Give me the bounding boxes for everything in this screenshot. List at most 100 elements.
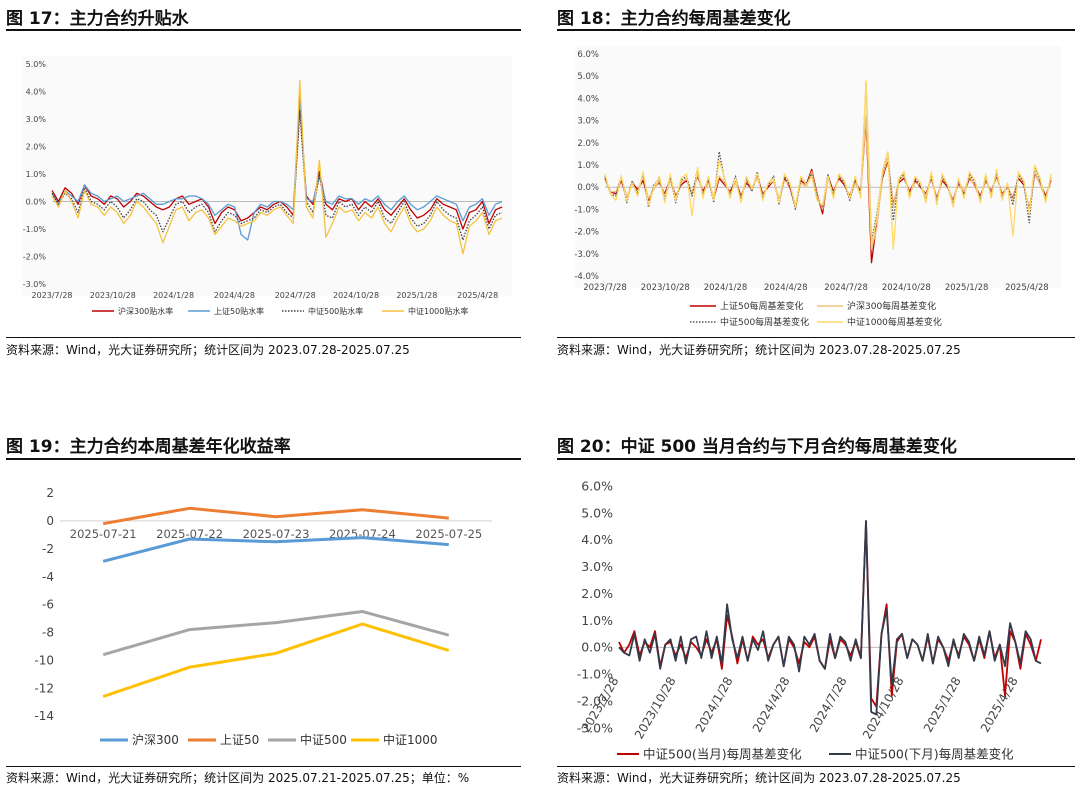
legend-label: 中证500贴水率 (308, 306, 363, 316)
x-tick-label: 2024/4/28 (764, 283, 808, 293)
y-tick-label: 0.0% (577, 183, 599, 193)
y-tick-label: 4.0% (581, 532, 613, 547)
source-rule (557, 766, 1075, 767)
y-tick-label: 3.0% (577, 117, 599, 127)
x-tick-label: 2025/1/28 (396, 291, 437, 300)
series-line (102, 536, 449, 563)
series-line (102, 610, 450, 657)
y-tick-label: -8 (42, 626, 54, 640)
x-tick-label: 2025-07-22 (156, 527, 223, 541)
series-line (51, 101, 503, 230)
y-tick-label: 0.0% (26, 197, 47, 206)
source-note: 资料来源：Wind，光大证券研究所；统计区间为 2025.07.21-2025.… (6, 771, 470, 785)
chart-title: 图 17：主力合约升贴水 (6, 9, 189, 29)
x-tick-label: 2024/7/28 (275, 291, 316, 300)
x-tick-label: 2024/10/28 (333, 291, 379, 300)
source-rule (6, 766, 521, 767)
legend-label: 中证500(下月)每周基差变化 (855, 746, 1014, 761)
panel-basis-premium: 图 17：主力合约升贴水 -3.0% -2.0% -1.0% 0.0% 1.0% 2.0%… (6, 0, 521, 360)
legend-label: 沪深300 (132, 733, 179, 747)
y-tick-label: -14 (34, 709, 54, 723)
series-line (51, 79, 503, 255)
chart-annualized-basis-yield: -14 -12 -10 -8 -6 -4 -2 0 2 2025-07-21 2025-07-22 2… (34, 486, 492, 747)
legend-label: 上证50 (220, 733, 259, 747)
legend-label: 中证500每周基差变化 (720, 316, 809, 328)
y-tick-label: 4.0% (577, 94, 599, 104)
x-tick-label: 2024/10/28 (860, 675, 907, 742)
y-tick-label: -2 (42, 542, 54, 556)
source-note: 资料来源：Wind，光大证券研究所；统计区间为 2023.07.28-2025.… (557, 771, 961, 785)
x-tick-label: 2025-07-25 (415, 527, 482, 541)
title-rule (557, 458, 1075, 460)
x-tick-label: 2023/10/28 (632, 675, 679, 742)
title-rule (6, 29, 521, 31)
legend-label: 中证500 (300, 732, 347, 747)
y-tick-label: 6.0% (581, 478, 613, 493)
series-line (618, 520, 1042, 716)
y-tick-label: 5.0% (581, 505, 613, 520)
series-line (51, 96, 503, 241)
x-tick-label: 2025-07-23 (243, 527, 310, 541)
y-tick-label: 5.0% (577, 72, 599, 82)
y-tick-label: 1.0% (577, 161, 599, 171)
y-tick-label: -3.0% (23, 280, 47, 289)
y-tick-label: -10 (34, 653, 54, 667)
legend-label: 上证50每周基差变化 (720, 300, 803, 312)
y-tick-label: -4 (42, 570, 54, 584)
source-rule (557, 337, 1075, 338)
plot-area (22, 56, 512, 296)
y-tick-label: 2.0% (577, 139, 599, 149)
x-tick-label: 2024/7/28 (824, 283, 868, 293)
y-tick-label: -1.0% (23, 225, 47, 234)
y-tick-label: -2.0% (23, 252, 47, 261)
title-rule (6, 458, 521, 460)
panel-csi500-month-basis: 图 20：中证 500 当月合约与下月合约每周基差变化 -3.0% -2.0% -1… (557, 430, 1075, 790)
y-tick-label: 3.0% (26, 115, 47, 124)
panel-annualized-basis-yield: 图 19：主力合约本周基差年化收益率 -14 -12 -10 -8 -6 -4 -2 0 2 20… (6, 430, 521, 790)
source-rule (6, 337, 521, 338)
y-tick-label: 5.0% (26, 60, 47, 69)
y-tick-label: 3.0% (581, 559, 613, 574)
title-rule (557, 29, 1075, 31)
chart-title: 图 19：主力合约本周基差年化收益率 (6, 437, 291, 457)
x-tick-label: 2024/1/28 (153, 291, 194, 300)
x-tick-label: 2025-07-21 (70, 527, 137, 541)
series-line (102, 622, 450, 698)
series-line (102, 506, 449, 526)
y-tick-label: 1.0% (26, 170, 47, 179)
chart-title: 图 18：主力合约每周基差变化 (557, 9, 791, 29)
series-line (604, 79, 1052, 251)
legend-label: 沪深300每周基差变化 (847, 300, 936, 312)
x-tick-label: 2023/7/28 (583, 283, 627, 293)
x-tick-label: 2025/4/28 (978, 675, 1021, 735)
legend-label: 中证1000贴水率 (408, 306, 468, 316)
y-tick-label: -4.0% (574, 272, 599, 282)
x-tick-label: 2024/7/28 (807, 675, 850, 735)
x-tick-label: 2024/4/28 (750, 675, 793, 735)
chart-basis-premium: -3.0% -2.0% -1.0% 0.0% 1.0% 2.0% 3.0% 4.0% 5.0% 2… (22, 56, 512, 316)
chart-weekly-basis-change: -4.0% -3.0% -2.0% -1.0% 0.0% 1.0% 2.0% 3.0% 4.0%… (574, 46, 1061, 328)
y-tick-label: 4.0% (26, 87, 47, 96)
y-tick-label: 2.0% (581, 586, 613, 601)
series-line (618, 520, 1042, 708)
y-tick-label: -2.0% (577, 693, 613, 708)
x-tick-label: 2024/1/28 (693, 675, 736, 735)
x-tick-label: 2023/10/28 (90, 291, 136, 300)
y-tick-label: -1.0% (574, 205, 599, 215)
y-tick-label: -3.0% (574, 250, 599, 260)
chart-csi500-month-basis: -3.0% -2.0% -1.0% 0.0% 1.0% 2.0% 3.0% 4.0% 5.0% 6… (577, 478, 1042, 761)
x-tick-label: 2025/4/28 (457, 291, 498, 300)
x-tick-label: 2024/4/28 (214, 291, 255, 300)
legend-label: 中证500(当月)每周基差变化 (643, 746, 802, 761)
source-note: 资料来源：Wind，光大证券研究所；统计区间为 2023.07.28-2025.… (6, 343, 410, 357)
y-tick-label: 6.0% (577, 50, 599, 60)
x-tick-label: 2025/1/28 (921, 675, 964, 735)
x-tick-label: 2023/10/28 (641, 283, 690, 293)
x-tick-label: 2024/1/28 (704, 283, 748, 293)
y-tick-label: -2.0% (574, 228, 599, 238)
x-tick-label: 2024/10/28 (882, 283, 931, 293)
y-tick-label: -1.0% (577, 667, 613, 682)
y-tick-label: 0.0% (581, 640, 613, 655)
source-note: 资料来源：Wind，光大证券研究所；统计区间为 2023.07.28-2025.… (557, 343, 961, 357)
y-tick-label: -6 (42, 598, 54, 612)
